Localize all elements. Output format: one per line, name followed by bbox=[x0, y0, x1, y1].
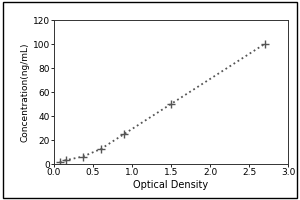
X-axis label: Optical Density: Optical Density bbox=[134, 180, 208, 190]
Y-axis label: Concentration(ng/mL): Concentration(ng/mL) bbox=[21, 42, 30, 142]
